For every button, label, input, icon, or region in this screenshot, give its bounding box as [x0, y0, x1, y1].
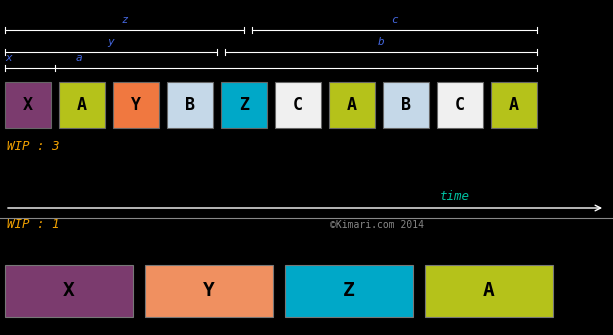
- Text: c: c: [391, 15, 398, 25]
- Bar: [167, 82, 213, 128]
- Text: A: A: [347, 96, 357, 114]
- Text: Y: Y: [203, 281, 215, 300]
- Text: A: A: [77, 96, 87, 114]
- Text: x: x: [5, 53, 12, 63]
- Text: a: a: [75, 53, 82, 63]
- Text: Z: Z: [239, 96, 249, 114]
- Text: WIP : 1: WIP : 1: [7, 218, 59, 231]
- Bar: [425, 265, 553, 317]
- Bar: [491, 82, 537, 128]
- Bar: [383, 82, 429, 128]
- Bar: [221, 82, 267, 128]
- Text: X: X: [63, 281, 75, 300]
- Bar: [113, 82, 159, 128]
- Text: X: X: [23, 96, 33, 114]
- Bar: [5, 265, 133, 317]
- Text: B: B: [185, 96, 195, 114]
- Bar: [275, 82, 321, 128]
- Text: A: A: [483, 281, 495, 300]
- Text: Y: Y: [131, 96, 141, 114]
- Bar: [285, 265, 413, 317]
- Text: y: y: [108, 37, 115, 47]
- Text: C: C: [455, 96, 465, 114]
- Text: B: B: [401, 96, 411, 114]
- Text: A: A: [509, 96, 519, 114]
- Text: ©Kimari.com 2014: ©Kimari.com 2014: [330, 220, 424, 230]
- Text: time: time: [440, 190, 470, 203]
- Text: Z: Z: [343, 281, 355, 300]
- Text: WIP : 3: WIP : 3: [7, 140, 59, 153]
- Bar: [329, 82, 375, 128]
- Text: z: z: [121, 15, 128, 25]
- Text: b: b: [378, 37, 384, 47]
- Bar: [59, 82, 105, 128]
- Text: C: C: [293, 96, 303, 114]
- Bar: [145, 265, 273, 317]
- Bar: [437, 82, 483, 128]
- Bar: [5, 82, 51, 128]
